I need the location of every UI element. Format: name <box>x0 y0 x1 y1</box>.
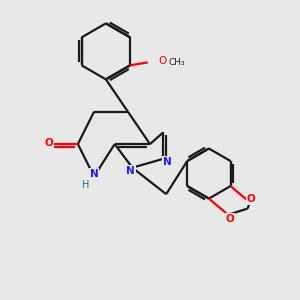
Text: H: H <box>82 180 89 190</box>
Text: N: N <box>127 166 135 176</box>
Text: N: N <box>90 169 98 179</box>
Text: O: O <box>225 214 234 224</box>
Text: N: N <box>163 157 172 167</box>
Text: O: O <box>44 138 53 148</box>
Text: O: O <box>247 194 256 204</box>
Text: O: O <box>158 56 166 66</box>
Text: CH₃: CH₃ <box>169 58 185 67</box>
